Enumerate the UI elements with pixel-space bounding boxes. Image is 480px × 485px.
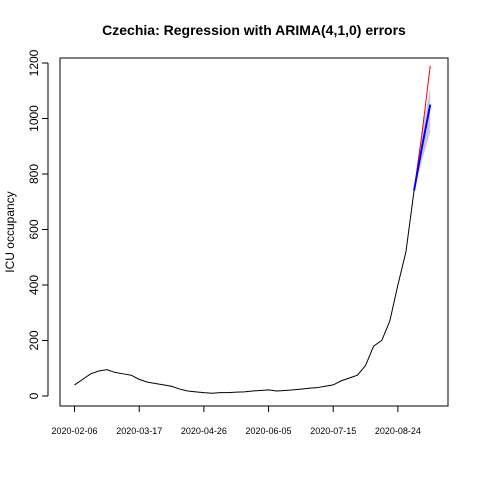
x-tick-label: 2020-03-17 [116, 426, 162, 436]
y-tick-label: 1000 [27, 105, 41, 132]
x-tick-label: 2020-08-24 [375, 426, 421, 436]
y-tick-label: 200 [27, 330, 41, 350]
x-tick-label: 2020-06-05 [246, 426, 292, 436]
series-line [74, 190, 415, 394]
y-tick-label: 600 [27, 219, 41, 239]
series-line [413, 104, 432, 191]
y-tick-label: 800 [27, 164, 41, 184]
y-axis-label: ICU occupancy [3, 191, 17, 272]
x-tick-label: 2020-04-26 [181, 426, 227, 436]
y-tick-label: 400 [27, 275, 41, 295]
y-tick-label: 1200 [27, 49, 41, 76]
x-tick-label: 2020-02-06 [52, 426, 98, 436]
x-tick-label: 2020-07-15 [310, 426, 356, 436]
y-tick-label: 0 [27, 392, 41, 399]
chart-title: Czechia: Regression with ARIMA(4,1,0) er… [102, 22, 406, 38]
